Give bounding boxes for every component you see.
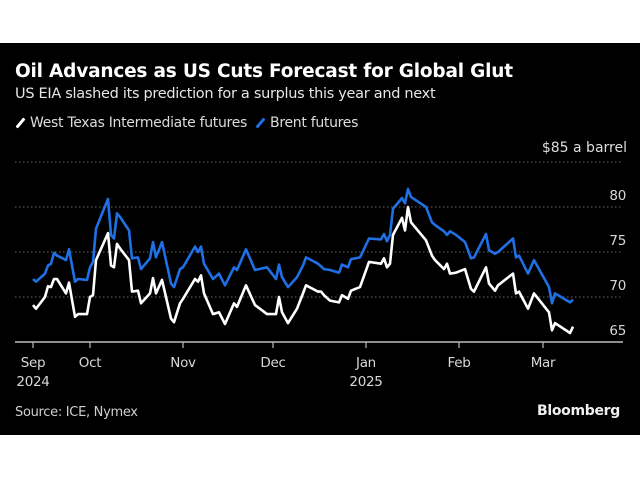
y-tick-label: 70 — [609, 278, 626, 294]
x-tick-label: Feb — [447, 355, 470, 371]
y-tick-label: 80 — [609, 188, 626, 204]
x-tick-label: Dec — [260, 355, 285, 371]
x-tick-label: Sep — [21, 355, 46, 371]
x-tick-year-label: 2025 — [349, 374, 382, 390]
y-tick-label: 65 — [609, 323, 626, 339]
x-tick-year-label: 2024 — [16, 374, 49, 390]
legend-label-brent: Brent futures — [270, 115, 359, 131]
chart-subtitle: US EIA slashed its prediction for a surp… — [15, 86, 436, 102]
y-tick-label: 75 — [609, 233, 626, 249]
legend-label-wti: West Texas Intermediate futures — [30, 115, 248, 131]
y-axis-unit-label: $85 a barrel — [541, 140, 627, 156]
x-tick-label: Jan — [355, 355, 376, 371]
brent-series-line — [32, 187, 574, 305]
x-tick-label: Nov — [170, 355, 196, 371]
source-note: Source: ICE, Nymex — [15, 405, 138, 420]
x-tick-label: Oct — [79, 355, 101, 371]
bloomberg-logo: Bloomberg — [536, 403, 620, 419]
wti-series-line — [32, 205, 575, 335]
x-tick-label: Mar — [531, 355, 556, 371]
chart-title: Oil Advances as US Cuts Forecast for Glo… — [15, 61, 513, 82]
legend: West Texas Intermediate futures Brent fu… — [15, 115, 358, 131]
